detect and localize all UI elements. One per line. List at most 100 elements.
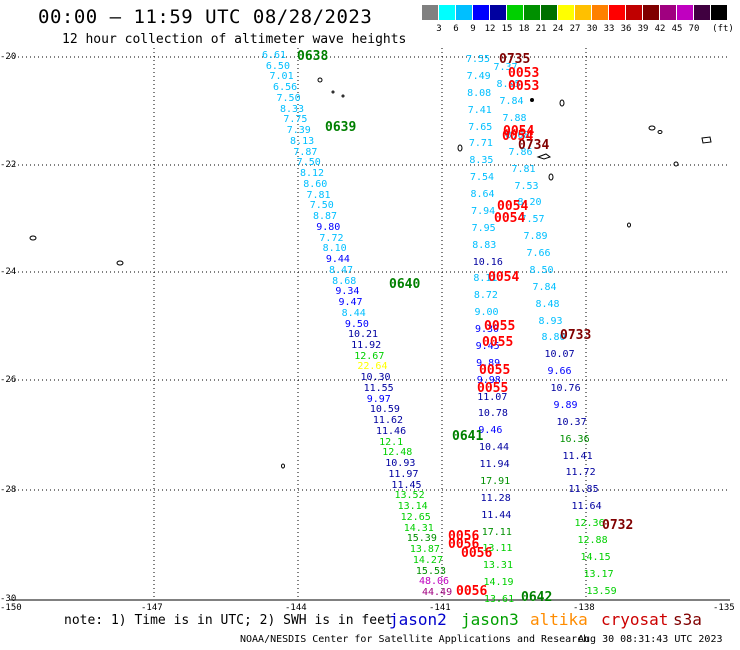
wave-height-label: 13.59 xyxy=(586,585,617,597)
pass-time-label: 0732 xyxy=(602,518,634,533)
wave-height-label: 7.81 xyxy=(306,189,331,201)
wave-height-label: 7.84 xyxy=(499,96,524,108)
wave-height-label: 17.91 xyxy=(480,475,511,487)
wave-height-label: 11.92 xyxy=(351,339,382,351)
wave-height-label: 8.33 xyxy=(279,103,305,115)
wave-height-label: 14.27 xyxy=(412,554,443,566)
scale-label: 70 xyxy=(688,24,700,34)
wave-height-label: 7.39 xyxy=(286,125,311,137)
wave-height-label: 10.59 xyxy=(369,404,400,416)
wave-height-label: 9.44 xyxy=(325,254,350,266)
wave-height-label: 9.34 xyxy=(335,286,360,298)
legend-altika: altika xyxy=(530,610,588,629)
wave-height-label: 7.53 xyxy=(514,180,539,192)
wave-height-label: 13.61 xyxy=(484,594,515,605)
generated-timestamp: Aug 30 08:31:43 UTC 2023 xyxy=(578,634,723,645)
wave-height-label: 15.53 xyxy=(415,565,447,577)
scale-swatch xyxy=(490,5,506,20)
pass-time-label: 0055 xyxy=(477,381,509,396)
lon-label: -138 xyxy=(573,603,595,613)
pass-time-label: 0642 xyxy=(521,590,553,605)
lat-label: -22 xyxy=(0,160,17,170)
scale-swatch xyxy=(592,5,608,20)
legend-s3a: s3a xyxy=(673,610,702,629)
island-outlines xyxy=(29,77,712,469)
lon-label: -147 xyxy=(141,603,163,613)
wave-height-label: 8.11 xyxy=(473,273,498,285)
wave-height-label: 9.00 xyxy=(474,307,499,319)
scale-swatch xyxy=(558,5,574,20)
wave-height-label: 8.48 xyxy=(535,298,560,310)
wave-height-label: 9.98 xyxy=(476,374,501,386)
wave-height-label: 8.44 xyxy=(341,307,366,319)
map-title: 00:00 – 11:59 UTC 08/28/2023 xyxy=(38,6,373,28)
scale-label: 3 xyxy=(436,24,442,34)
lon-label: -141 xyxy=(429,603,451,613)
wave-height-label: 7.66 xyxy=(526,248,551,260)
pass-time-label: 0054 xyxy=(488,270,520,285)
wave-height-label: 8.10 xyxy=(322,243,347,255)
wave-height-label: 7.87 xyxy=(293,146,318,158)
wave-height-label: 12.36 xyxy=(574,518,605,530)
scale-swatch xyxy=(626,5,642,20)
legend-cryosat: cryosat xyxy=(601,610,669,629)
scale-swatch xyxy=(711,5,727,20)
pass-time-label: 0640 xyxy=(389,277,421,292)
scale-swatch xyxy=(473,5,489,20)
legend-jason2: jason2 xyxy=(389,610,447,629)
wave-height-label: 8.87 xyxy=(312,211,338,223)
lat-label: -30 xyxy=(0,594,17,604)
wave-height-label: 10.30 xyxy=(360,372,391,384)
wave-height-label: 16.36 xyxy=(559,433,590,445)
scale-swatch xyxy=(677,5,693,20)
pass-time-label: 0055 xyxy=(479,363,511,378)
scale-label: 36 xyxy=(620,24,632,34)
wave-height-label: 11.62 xyxy=(372,415,404,427)
wave-height-label: 11.46 xyxy=(376,425,407,437)
scale-label: 9 xyxy=(470,24,476,34)
wave-height-label: 10.78 xyxy=(477,408,508,420)
scale-label: 42 xyxy=(654,24,666,34)
pass-time-label: 0054 xyxy=(494,211,526,226)
lon-label: -135 xyxy=(713,603,735,613)
pass-time-label: 0053 xyxy=(508,79,540,94)
wave-height-label: 12.65 xyxy=(400,511,431,523)
pass-time-label: 0056 xyxy=(456,584,488,599)
wave-height-label: 13.52 xyxy=(394,490,425,502)
wave-height-label: 9.89 xyxy=(553,399,578,411)
wave-height-label: 10.76 xyxy=(550,383,581,395)
wave-height-label: 10.16 xyxy=(472,256,503,268)
legend-jason3: jason3 xyxy=(461,610,519,629)
wave-height-label: 9.66 xyxy=(547,366,572,378)
wave-height-label: 12.88 xyxy=(577,534,608,546)
wave-height-label: 8.93 xyxy=(538,315,563,327)
wave-height-label: 9.97 xyxy=(366,393,391,405)
scale-label: 18 xyxy=(518,24,530,34)
scale-swatch xyxy=(541,5,557,20)
wave-height-label: 7.94 xyxy=(471,205,496,217)
scale-swatch xyxy=(507,5,523,20)
wave-height-label: 9.80 xyxy=(316,221,341,233)
wave-height-label: 44.49 xyxy=(422,587,453,598)
wave-height-label: 11.94 xyxy=(479,459,510,470)
wave-height-label: 12.48 xyxy=(382,447,413,459)
wave-height-label: 14.15 xyxy=(580,551,611,563)
scale-swatch xyxy=(439,5,455,20)
wave-height-label: 8.68 xyxy=(332,275,357,287)
wave-height-label: 15.39 xyxy=(406,533,437,545)
wave-height-label: 10.93 xyxy=(385,458,416,470)
wave-height-label: 22.64 xyxy=(357,361,388,373)
wave-height-label: 8.80 xyxy=(541,332,566,344)
wave-height-label: 17.11 xyxy=(481,526,512,538)
pass-time-label: 0056 xyxy=(448,529,480,544)
wave-height-label: 9.89 xyxy=(476,357,501,369)
pass-time-label: 0054 xyxy=(503,124,535,139)
wave-height-label: 12.67 xyxy=(354,350,385,362)
wave-height-label: 7.55 xyxy=(466,54,491,65)
wave-height-label: 8.08 xyxy=(505,129,530,141)
wave-height-label: 11.07 xyxy=(477,391,508,403)
pass-time-label: 0054 xyxy=(497,199,529,214)
wave-height-label: 11.28 xyxy=(480,492,511,504)
scale-swatch xyxy=(575,5,591,20)
wave-height-label: 11.44 xyxy=(481,509,512,521)
